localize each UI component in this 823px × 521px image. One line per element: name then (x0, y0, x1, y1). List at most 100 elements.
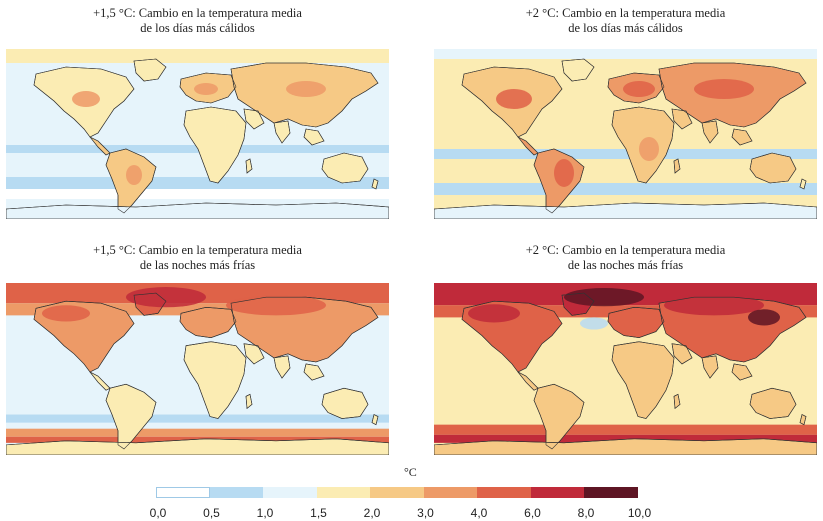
ocean-band (6, 414, 389, 423)
panel-title-line-1: +2 °C: Cambio en la temperatura media (525, 243, 726, 257)
coastline (561, 292, 595, 316)
world-map (434, 49, 817, 219)
panel-title-line-1: +2 °C: Cambio en la temperatura media (525, 6, 726, 20)
coastline (799, 414, 807, 426)
coastline (105, 148, 157, 214)
panel-title-line-2: de los días más cálidos (568, 21, 683, 35)
panel-title-line-1: +1,5 °C: Cambio en la temperatura media (93, 243, 302, 257)
world-map (6, 49, 389, 219)
coastline (611, 106, 675, 184)
legend-tick-label: 2,0 (363, 506, 381, 520)
legend-swatch (584, 487, 638, 498)
legend-unit: °C (404, 465, 417, 479)
ocean-band (434, 49, 817, 59)
panel-title: +1,5 °C: Cambio en la temperatura media … (6, 6, 389, 36)
legend-tick-label: 3,0 (417, 506, 434, 520)
panel-title-line-2: de las noches más frías (139, 258, 256, 272)
world-map (434, 283, 817, 455)
anomaly-region (468, 304, 520, 323)
anomaly-region (639, 137, 659, 161)
coastline (561, 58, 595, 82)
anomaly-region (496, 89, 532, 109)
coastline (658, 296, 807, 363)
panel-title: +2 °C: Cambio en la temperatura media de… (434, 243, 817, 273)
coastline (303, 128, 325, 146)
coastline (533, 383, 585, 450)
coastline (245, 393, 253, 410)
legend-tick-label: 0,0 (149, 506, 167, 520)
legend-swatch (370, 487, 424, 498)
coastline (133, 58, 167, 82)
coastline (179, 72, 237, 104)
anomaly-region (286, 81, 326, 97)
coastline (33, 300, 135, 373)
coastline (701, 120, 719, 144)
legend-tick-label: 8,0 (577, 506, 595, 520)
coastline (33, 66, 135, 138)
legend-swatch (530, 487, 584, 498)
panel-title: +2 °C: Cambio en la temperatura media de… (434, 6, 817, 36)
legend-swatch (477, 487, 531, 498)
legend-swatch (316, 487, 370, 498)
world-map (6, 283, 389, 455)
coastline (731, 128, 753, 146)
coastline (243, 108, 265, 130)
ocean-band (434, 424, 817, 435)
legend-swatch (423, 487, 477, 498)
panel-title-line-1: +1,5 °C: Cambio en la temperatura media (93, 6, 302, 20)
coastline (183, 106, 247, 184)
coastline (611, 341, 675, 419)
legend-swatch (263, 487, 317, 498)
ocean-band (6, 145, 389, 153)
ocean-band (6, 428, 389, 437)
coastline (671, 343, 693, 365)
coastline (245, 158, 253, 174)
coastline (607, 72, 665, 104)
coastline (461, 66, 563, 138)
panel-title-line-2: de los días más cálidos (140, 21, 255, 35)
anomaly-region (623, 81, 655, 97)
coastline (133, 292, 167, 316)
anomaly-region (42, 305, 90, 322)
anomaly-region (126, 165, 142, 185)
coastline (434, 438, 817, 455)
coastline (371, 178, 379, 190)
anomaly-region (564, 288, 644, 307)
coastline (607, 306, 665, 338)
coastline (701, 355, 719, 379)
coastline (731, 363, 753, 381)
coastline (183, 341, 247, 419)
anomaly-region (72, 91, 100, 107)
legend-tick-label: 1,0 (256, 506, 274, 520)
ocean-band (434, 183, 817, 195)
coastline (321, 387, 369, 419)
coastline (799, 178, 807, 190)
legend-swatch (156, 487, 210, 498)
ocean-band (6, 49, 389, 63)
anomaly-region (664, 295, 764, 316)
coastline (273, 355, 291, 379)
coastline (273, 120, 291, 144)
anomaly-region (126, 287, 206, 308)
coastline (230, 62, 379, 128)
anomaly-region (580, 317, 608, 330)
coastline (371, 414, 379, 426)
coastline (434, 202, 817, 219)
color-legend: °C 0,0 0,5 1,0 1,5 2,0 3,0 4,0 6,0 8,0 10,0 (0, 462, 823, 521)
ocean-band (6, 177, 389, 189)
legend-tick-label: 6,0 (524, 506, 541, 520)
coastline (673, 393, 681, 410)
coastline (6, 438, 389, 455)
panel-title-line-2: de las noches más frías (567, 258, 684, 272)
anomaly-region (194, 83, 218, 95)
legend-tick-label: 1,5 (310, 506, 327, 520)
legend-tick-label: 4,0 (470, 506, 488, 520)
legend-colorbar (156, 487, 638, 498)
coastline (179, 306, 237, 338)
coastline (105, 383, 157, 450)
ocean-band (6, 189, 389, 199)
coastline (749, 387, 797, 419)
coastline (461, 300, 563, 373)
panel-title: +1,5 °C: Cambio en la temperatura media … (6, 243, 389, 273)
legend-swatch (209, 487, 263, 498)
